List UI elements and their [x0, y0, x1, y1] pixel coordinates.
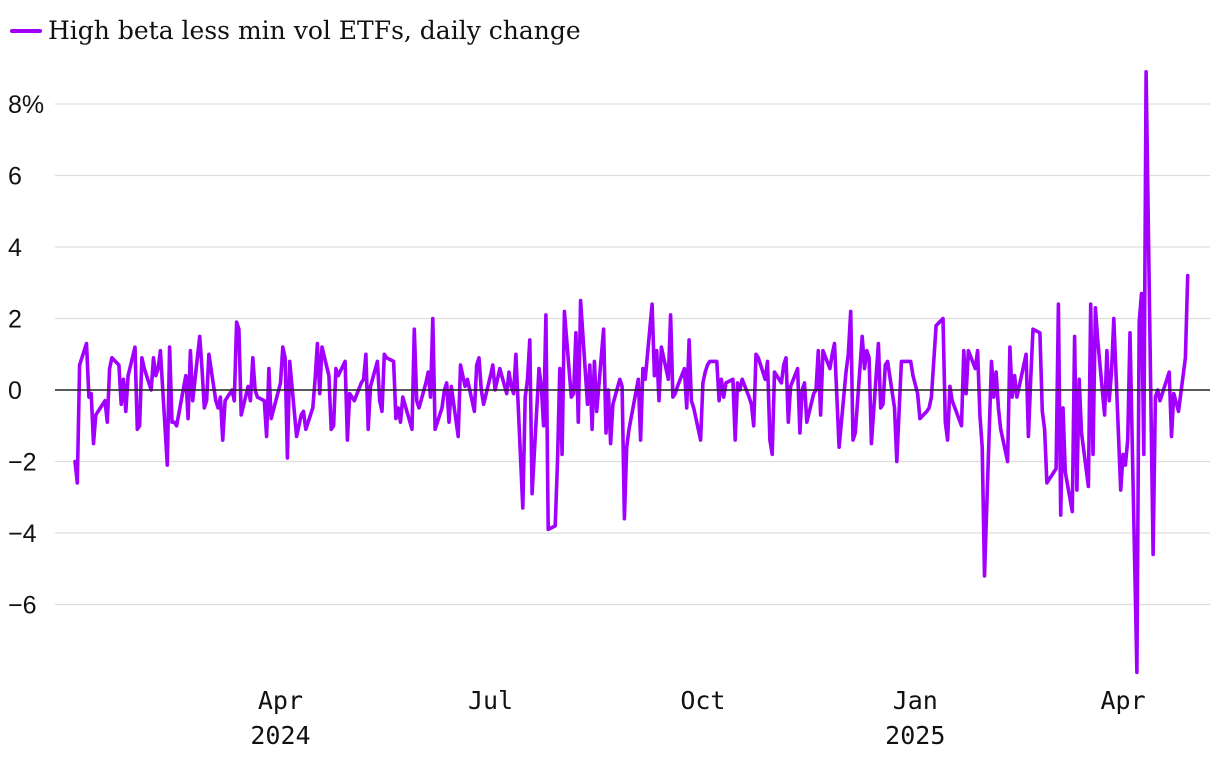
x-axis-ticks: Apr 2024 Jul Oct Jan 2025 Apr [250, 686, 1145, 750]
y-tick-label: −2 [8, 449, 37, 477]
chart-legend: High beta less min vol ETFs, daily chang… [10, 16, 581, 45]
y-tick-label: 0 [8, 377, 22, 405]
x-tick-year-label: 2024 [250, 721, 310, 750]
x-tick-label: Apr [258, 686, 303, 715]
x-tick-label: Jan [893, 686, 938, 715]
y-axis-ticks: 8% 6 4 2 0 −2 −4 −6 [8, 91, 44, 620]
series-line [73, 70, 1190, 675]
y-tick-label: 8% [8, 91, 44, 119]
y-tick-label: −4 [8, 520, 37, 548]
x-tick-label: Apr [1100, 686, 1145, 715]
y-tick-label: 4 [8, 234, 22, 262]
x-tick-year-label: 2025 [885, 721, 945, 750]
y-tick-label: −6 [8, 592, 37, 620]
gridlines [55, 103, 1210, 606]
legend-label: High beta less min vol ETFs, daily chang… [48, 16, 581, 45]
y-tick-label: 6 [8, 163, 22, 191]
x-tick-label: Oct [680, 686, 725, 715]
y-tick-label: 2 [8, 306, 22, 334]
x-tick-label: Jul [468, 686, 513, 715]
